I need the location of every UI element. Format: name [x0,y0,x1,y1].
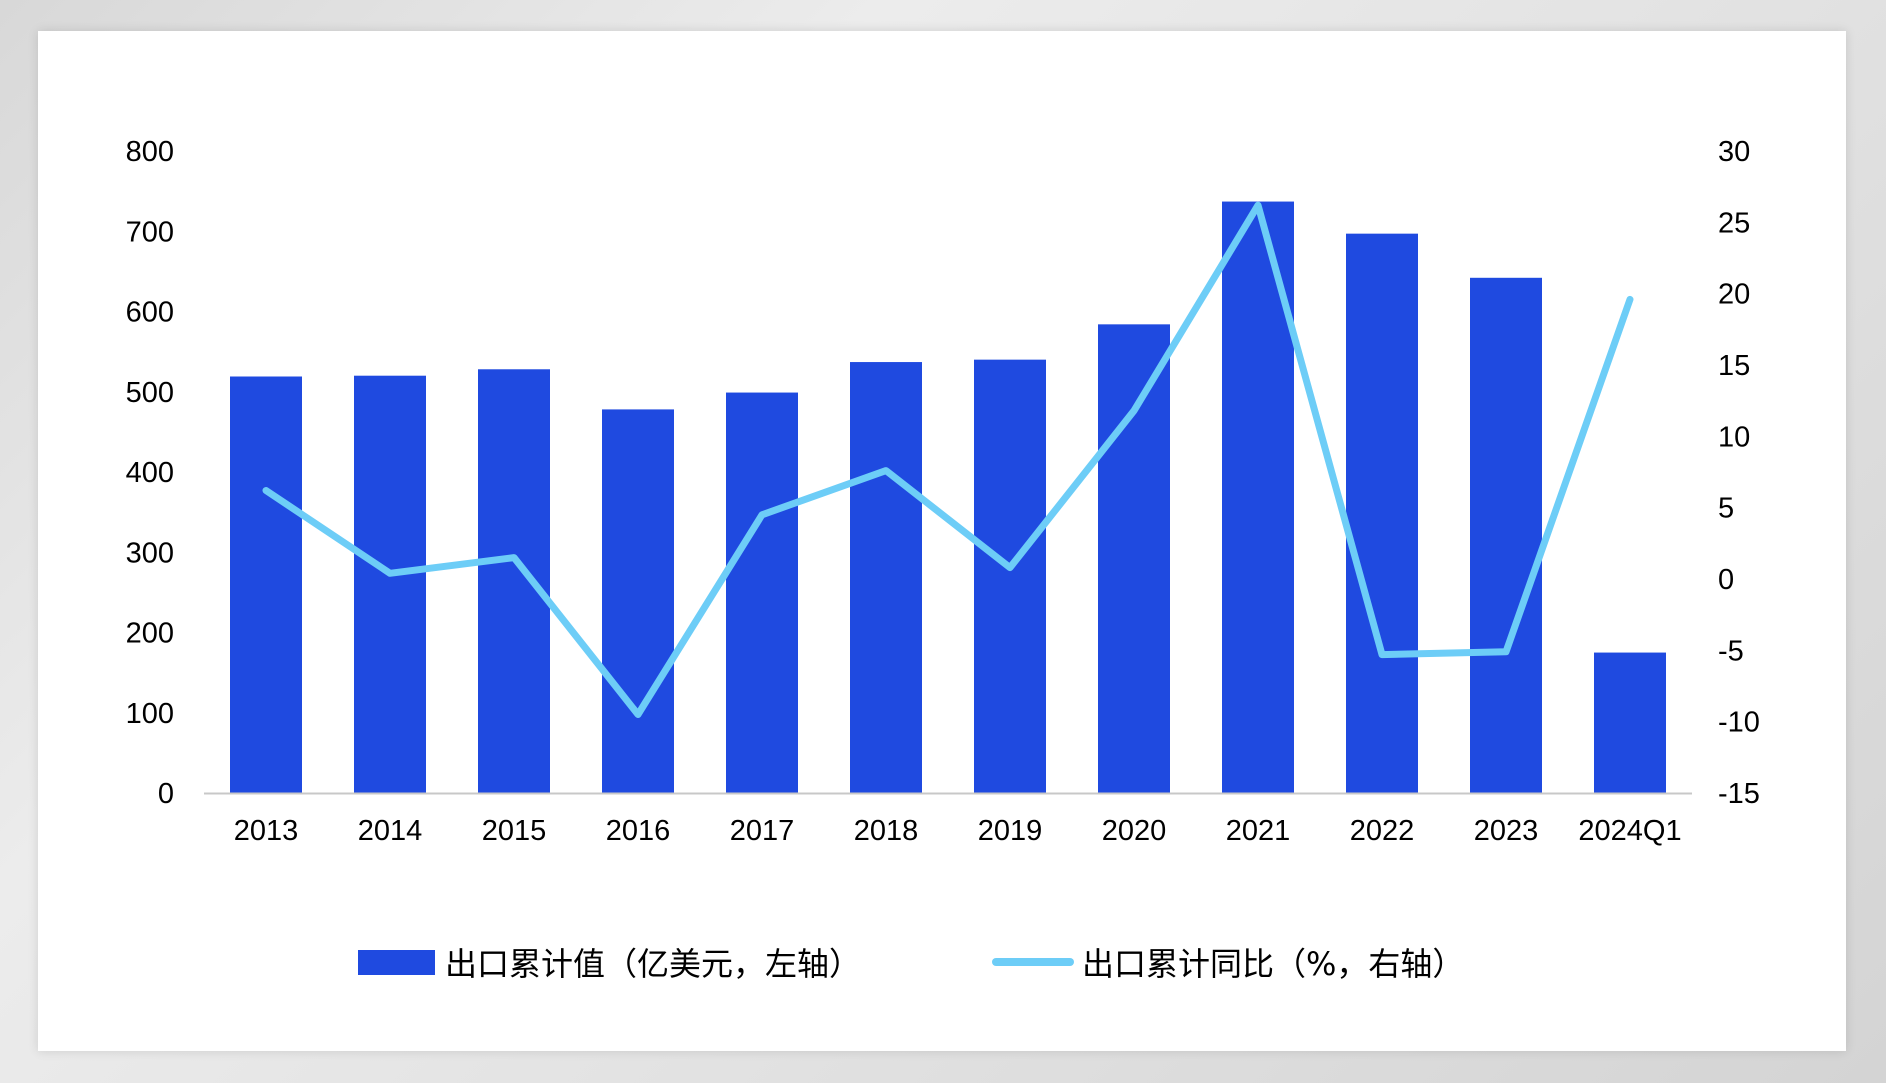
left-tick-label: 700 [126,216,174,248]
right-tick-label: -5 [1718,635,1744,667]
bar-2020 [1098,324,1170,793]
x-tick-label: 2015 [482,815,547,847]
left-tick-label: 300 [126,537,174,569]
left-tick-label: 400 [126,457,174,489]
yoy-line [262,201,1634,718]
bar-2022 [1346,233,1418,794]
legend-swatch-line [992,958,1074,966]
bar-2014 [354,375,426,793]
x-tick-label: 2020 [1102,815,1167,847]
right-tick-label: 15 [1718,350,1750,382]
x-tick-label: 2016 [606,815,671,847]
bar-2016 [602,409,674,793]
x-tick-label: 2021 [1226,815,1291,847]
left-tick-label: 800 [126,136,174,168]
bar-2015 [478,369,550,793]
x-tick-label: 2019 [978,815,1043,847]
legend-label-export-yoy: 出口累计同比（%，右轴） [1082,945,1465,983]
right-tick-label: 5 [1718,493,1734,525]
left-tick-label: 200 [126,618,174,650]
right-tick-label: 25 [1718,207,1750,239]
right-tick-label: -10 [1718,707,1760,739]
chart-card: 800 700 600 500 400 300 200 100 0 30 25 20 15 10 5 0 -5-… [38,31,1846,1051]
right-tick-label: 30 [1718,136,1750,168]
x-tick-label: 2017 [730,815,795,847]
x-tick-label: 2022 [1350,815,1415,847]
x-tick-label: 2024Q1 [1578,815,1681,847]
right-tick-label: 0 [1718,564,1734,596]
x-tick-label: 2018 [854,815,919,847]
left-tick-label: 600 [126,297,174,329]
x-tick-label: 2023 [1474,815,1539,847]
bar-2013 [230,376,302,793]
chart-plot: 8007006005004003002001000302520151050-5-… [126,136,1760,847]
right-tick-label: 10 [1718,421,1750,453]
bar-2023 [1470,277,1542,793]
legend-item-export-yoy: 出口累计同比（%，右轴） [992,939,1464,985]
left-tick-label: 100 [126,698,174,730]
legend-item-export-value: 出口累计值（亿美元，左轴） [358,939,861,985]
bar-2018 [850,362,922,793]
legend-label-export-value: 出口累计值（亿美元，左轴） [445,945,862,983]
x-tick-label: 2013 [234,815,299,847]
bar-2019 [974,359,1046,793]
x-tick-label: 2014 [358,815,423,847]
right-tick-label: -15 [1718,778,1760,810]
right-tick-label: 20 [1718,279,1750,311]
legend-swatch-bar [358,949,435,975]
left-tick-label: 500 [126,377,174,409]
bar-2024Q1 [1594,652,1666,793]
bar-2017 [726,392,798,793]
left-tick-label: 0 [158,778,174,810]
